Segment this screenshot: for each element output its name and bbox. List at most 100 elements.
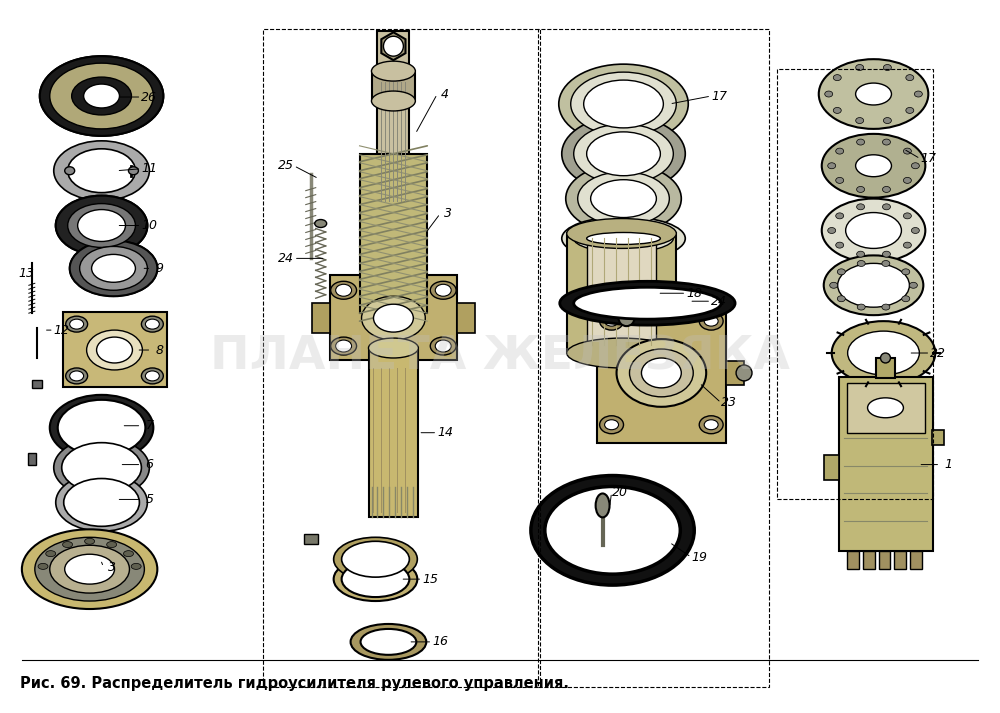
Ellipse shape bbox=[837, 269, 845, 275]
Ellipse shape bbox=[56, 195, 147, 255]
Ellipse shape bbox=[35, 538, 144, 601]
Ellipse shape bbox=[56, 195, 147, 255]
Text: 17: 17 bbox=[711, 90, 727, 103]
Ellipse shape bbox=[600, 312, 624, 330]
Ellipse shape bbox=[531, 476, 694, 585]
Bar bbox=[777, 69, 933, 499]
Ellipse shape bbox=[736, 365, 752, 381]
Ellipse shape bbox=[836, 213, 844, 219]
Ellipse shape bbox=[825, 91, 833, 97]
Text: ПЛАНЕТА ЖЕЛЕЗЯКА: ПЛАНЕТА ЖЕЛЕЗЯКА bbox=[210, 334, 790, 379]
Ellipse shape bbox=[334, 558, 417, 601]
Text: 5: 5 bbox=[145, 493, 153, 506]
Ellipse shape bbox=[141, 316, 163, 332]
Ellipse shape bbox=[87, 330, 142, 370]
Ellipse shape bbox=[107, 542, 117, 548]
Ellipse shape bbox=[131, 563, 141, 570]
Ellipse shape bbox=[50, 63, 153, 129]
Ellipse shape bbox=[84, 84, 119, 108]
Ellipse shape bbox=[430, 337, 456, 355]
Text: 24: 24 bbox=[711, 294, 727, 308]
Ellipse shape bbox=[545, 486, 680, 574]
Ellipse shape bbox=[856, 118, 864, 123]
Text: 23: 23 bbox=[721, 396, 737, 409]
Ellipse shape bbox=[46, 550, 56, 557]
Bar bbox=[597, 303, 726, 443]
Ellipse shape bbox=[574, 124, 673, 184]
Ellipse shape bbox=[605, 420, 619, 430]
Bar bbox=[932, 430, 944, 445]
Text: 4: 4 bbox=[441, 88, 449, 101]
Ellipse shape bbox=[903, 213, 911, 219]
Text: 10: 10 bbox=[141, 219, 157, 232]
Ellipse shape bbox=[559, 64, 688, 144]
Bar bbox=[28, 453, 36, 465]
Ellipse shape bbox=[882, 251, 890, 257]
Ellipse shape bbox=[566, 164, 681, 233]
Ellipse shape bbox=[828, 163, 836, 169]
Ellipse shape bbox=[574, 225, 673, 252]
Ellipse shape bbox=[70, 371, 84, 381]
Ellipse shape bbox=[699, 312, 723, 330]
Ellipse shape bbox=[882, 260, 890, 267]
Ellipse shape bbox=[824, 255, 923, 315]
Ellipse shape bbox=[574, 287, 721, 319]
Ellipse shape bbox=[66, 368, 88, 384]
Ellipse shape bbox=[562, 217, 685, 260]
Ellipse shape bbox=[80, 247, 147, 290]
Ellipse shape bbox=[351, 624, 426, 660]
Ellipse shape bbox=[72, 77, 131, 115]
Ellipse shape bbox=[836, 148, 844, 154]
Bar bbox=[372, 71, 415, 101]
Ellipse shape bbox=[331, 337, 357, 355]
Ellipse shape bbox=[617, 339, 706, 407]
Ellipse shape bbox=[704, 420, 718, 430]
Text: 17: 17 bbox=[920, 153, 936, 165]
Ellipse shape bbox=[882, 204, 890, 210]
Ellipse shape bbox=[857, 251, 865, 257]
Ellipse shape bbox=[92, 255, 135, 282]
Ellipse shape bbox=[562, 116, 685, 192]
Text: 6: 6 bbox=[145, 458, 153, 471]
Ellipse shape bbox=[560, 282, 735, 325]
Text: 8: 8 bbox=[155, 344, 163, 356]
Ellipse shape bbox=[336, 284, 352, 296]
Ellipse shape bbox=[584, 80, 663, 128]
Text: 7: 7 bbox=[145, 419, 153, 432]
Ellipse shape bbox=[832, 321, 935, 385]
Text: 22: 22 bbox=[930, 347, 946, 359]
Ellipse shape bbox=[600, 416, 624, 434]
Ellipse shape bbox=[84, 84, 119, 108]
Ellipse shape bbox=[836, 178, 844, 183]
Ellipse shape bbox=[372, 61, 415, 81]
Ellipse shape bbox=[883, 118, 891, 123]
Bar bbox=[312, 303, 330, 333]
Text: 1: 1 bbox=[944, 458, 952, 471]
Bar bbox=[910, 551, 922, 569]
Ellipse shape bbox=[914, 91, 922, 97]
Ellipse shape bbox=[902, 269, 910, 275]
Text: 24: 24 bbox=[278, 252, 294, 265]
Ellipse shape bbox=[362, 296, 425, 340]
Ellipse shape bbox=[334, 538, 417, 581]
Bar bbox=[32, 380, 42, 388]
Ellipse shape bbox=[383, 36, 403, 56]
Text: 13: 13 bbox=[19, 267, 35, 279]
Ellipse shape bbox=[903, 148, 911, 154]
Ellipse shape bbox=[361, 629, 416, 655]
Ellipse shape bbox=[883, 64, 891, 71]
Ellipse shape bbox=[40, 56, 163, 136]
Text: 12: 12 bbox=[54, 324, 70, 337]
Ellipse shape bbox=[836, 242, 844, 248]
Ellipse shape bbox=[62, 443, 141, 493]
Ellipse shape bbox=[846, 212, 901, 248]
Ellipse shape bbox=[882, 186, 890, 193]
Bar bbox=[726, 361, 744, 385]
Ellipse shape bbox=[833, 75, 841, 81]
Ellipse shape bbox=[856, 155, 891, 177]
Bar bbox=[847, 383, 925, 433]
Ellipse shape bbox=[54, 141, 149, 200]
Bar bbox=[894, 551, 906, 569]
Ellipse shape bbox=[141, 368, 163, 384]
Ellipse shape bbox=[605, 316, 619, 326]
